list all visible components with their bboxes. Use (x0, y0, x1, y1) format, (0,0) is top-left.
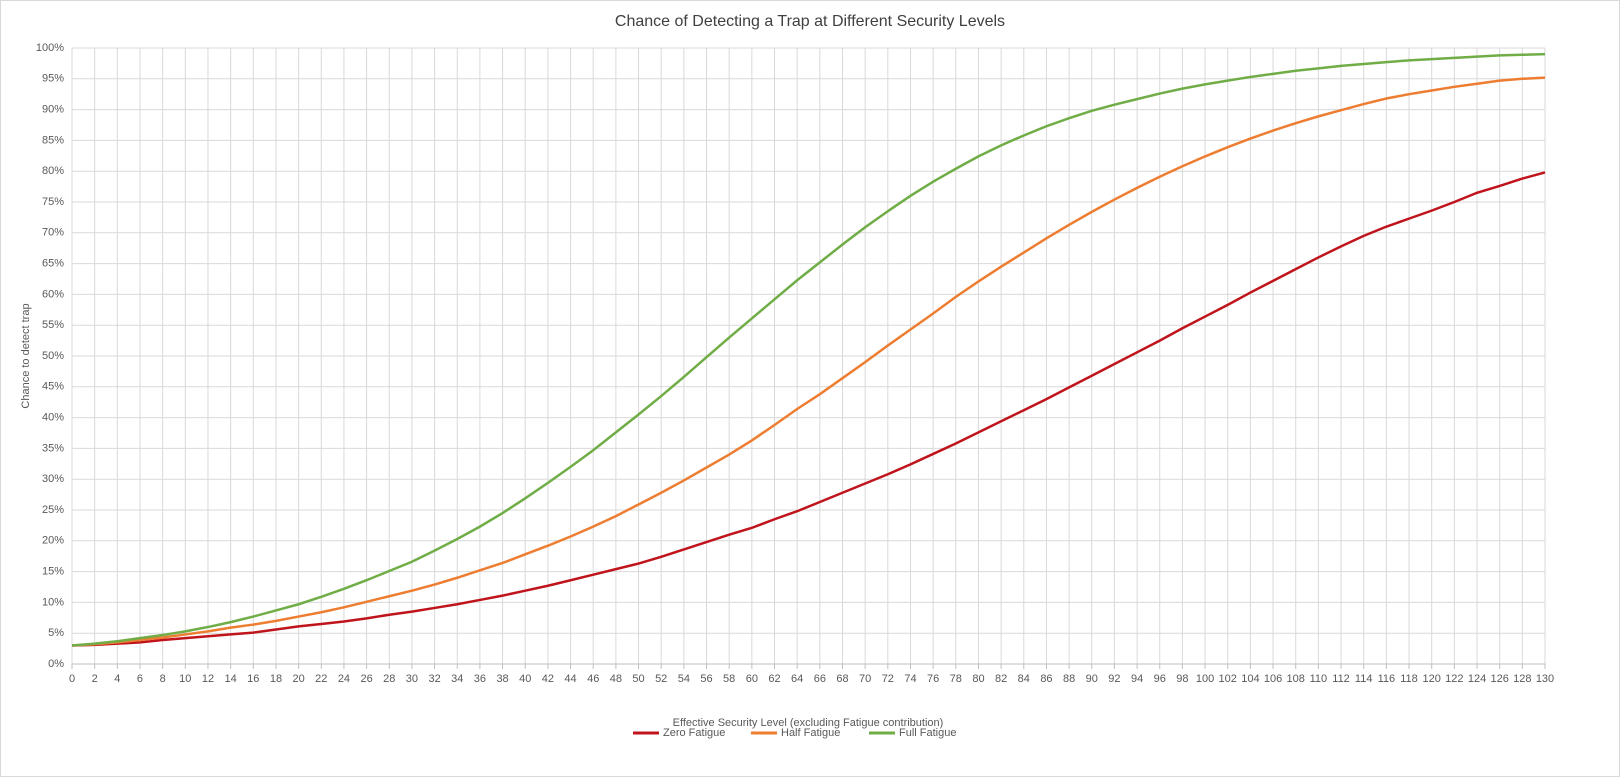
x-tick-label: 100 (1196, 673, 1214, 685)
x-tick-label: 74 (904, 673, 916, 685)
x-tick-label: 76 (927, 673, 939, 685)
y-tick-label: 55% (42, 319, 64, 331)
x-tick-label: 14 (225, 673, 237, 685)
y-tick-label: 45% (42, 381, 64, 393)
x-tick-label: 98 (1176, 673, 1188, 685)
x-tick-label: 50 (632, 673, 644, 685)
x-tick-label: 4 (114, 673, 120, 685)
x-tick-label: 34 (451, 673, 463, 685)
x-tick-label: 114 (1355, 673, 1373, 685)
x-tick-label: 32 (428, 673, 440, 685)
x-tick-label: 24 (338, 673, 350, 685)
x-tick-label: 42 (542, 673, 554, 685)
x-tick-label: 92 (1108, 673, 1120, 685)
x-tick-label: 90 (1086, 673, 1098, 685)
chart-title: Chance of Detecting a Trap at Different … (615, 13, 1005, 30)
x-tick-label: 120 (1423, 673, 1441, 685)
x-tick-label: 116 (1378, 673, 1396, 685)
legend-label: Full Fatigue (899, 727, 956, 739)
y-tick-label: 100% (36, 42, 64, 54)
x-tick-label: 54 (678, 673, 690, 685)
x-tick-label: 58 (723, 673, 735, 685)
x-tick-label: 8 (160, 673, 166, 685)
x-tick-label: 52 (655, 673, 667, 685)
y-axis-label: Chance to detect trap (20, 303, 32, 408)
x-tick-label: 94 (1131, 673, 1143, 685)
x-tick-label: 38 (496, 673, 508, 685)
x-tick-label: 106 (1264, 673, 1282, 685)
x-tick-label: 96 (1154, 673, 1166, 685)
y-tick-label: 75% (42, 196, 64, 208)
y-tick-label: 90% (42, 104, 64, 116)
x-tick-label: 78 (950, 673, 962, 685)
x-tick-label: 102 (1219, 673, 1237, 685)
y-tick-label: 60% (42, 288, 64, 300)
x-tick-label: 66 (814, 673, 826, 685)
x-tick-label: 0 (69, 673, 75, 685)
y-tick-label: 85% (42, 134, 64, 146)
x-tick-label: 40 (519, 673, 531, 685)
x-tick-label: 10 (179, 673, 191, 685)
x-tick-label: 22 (315, 673, 327, 685)
data-line (71, 76, 1546, 647)
x-tick-label: 62 (768, 673, 780, 685)
x-tick-label: 28 (383, 673, 395, 685)
x-tick-label: 122 (1445, 673, 1463, 685)
x-tick-label: 80 (972, 673, 984, 685)
x-tick-label: 2 (92, 673, 98, 685)
x-tick-label: 56 (700, 673, 712, 685)
x-tick-label: 70 (859, 673, 871, 685)
data-line (71, 52, 1546, 647)
legend-label: Zero Fatigue (663, 727, 725, 739)
x-axis-label: Effective Security Level (excluding Fati… (673, 717, 944, 729)
y-tick-label: 35% (42, 442, 64, 454)
y-tick-label: 10% (42, 596, 64, 608)
x-tick-label: 20 (292, 673, 304, 685)
x-tick-label: 72 (882, 673, 894, 685)
y-tick-label: 5% (48, 627, 64, 639)
y-tick-label: 65% (42, 258, 64, 270)
x-tick-label: 128 (1513, 673, 1531, 685)
x-tick-label: 88 (1063, 673, 1075, 685)
x-tick-label: 86 (1040, 673, 1052, 685)
x-tick-label: 60 (746, 673, 758, 685)
y-tick-label: 40% (42, 412, 64, 424)
x-tick-label: 46 (587, 673, 599, 685)
x-tick-label: 16 (247, 673, 259, 685)
y-tick-label: 25% (42, 504, 64, 516)
x-tick-label: 48 (610, 673, 622, 685)
y-tick-label: 30% (42, 473, 64, 485)
x-tick-label: 118 (1400, 673, 1418, 685)
x-tick-label: 108 (1287, 673, 1305, 685)
x-tick-label: 84 (1018, 673, 1030, 685)
x-tick-label: 124 (1468, 673, 1486, 685)
x-tick-label: 18 (270, 673, 282, 685)
y-tick-label: 95% (42, 73, 64, 85)
data-line (71, 171, 1546, 647)
y-tick-label: 0% (48, 658, 64, 670)
x-tick-label: 68 (836, 673, 848, 685)
y-tick-label: 20% (42, 535, 64, 547)
x-tick-label: 126 (1490, 673, 1508, 685)
x-tick-label: 104 (1241, 673, 1259, 685)
x-tick-label: 30 (406, 673, 418, 685)
x-tick-label: 64 (791, 673, 803, 685)
x-tick-label: 36 (474, 673, 486, 685)
legend-label: Half Fatigue (781, 727, 840, 739)
x-tick-label: 130 (1536, 673, 1554, 685)
x-tick-label: 44 (564, 673, 576, 685)
x-tick-label: 26 (360, 673, 372, 685)
y-tick-label: 70% (42, 227, 64, 239)
x-tick-label: 12 (202, 673, 214, 685)
y-tick-label: 50% (42, 350, 64, 362)
x-tick-label: 6 (137, 673, 143, 685)
x-tick-label: 110 (1310, 673, 1328, 685)
y-tick-label: 80% (42, 165, 64, 177)
x-tick-label: 82 (995, 673, 1007, 685)
y-tick-label: 15% (42, 566, 64, 578)
x-tick-label: 112 (1332, 673, 1350, 685)
